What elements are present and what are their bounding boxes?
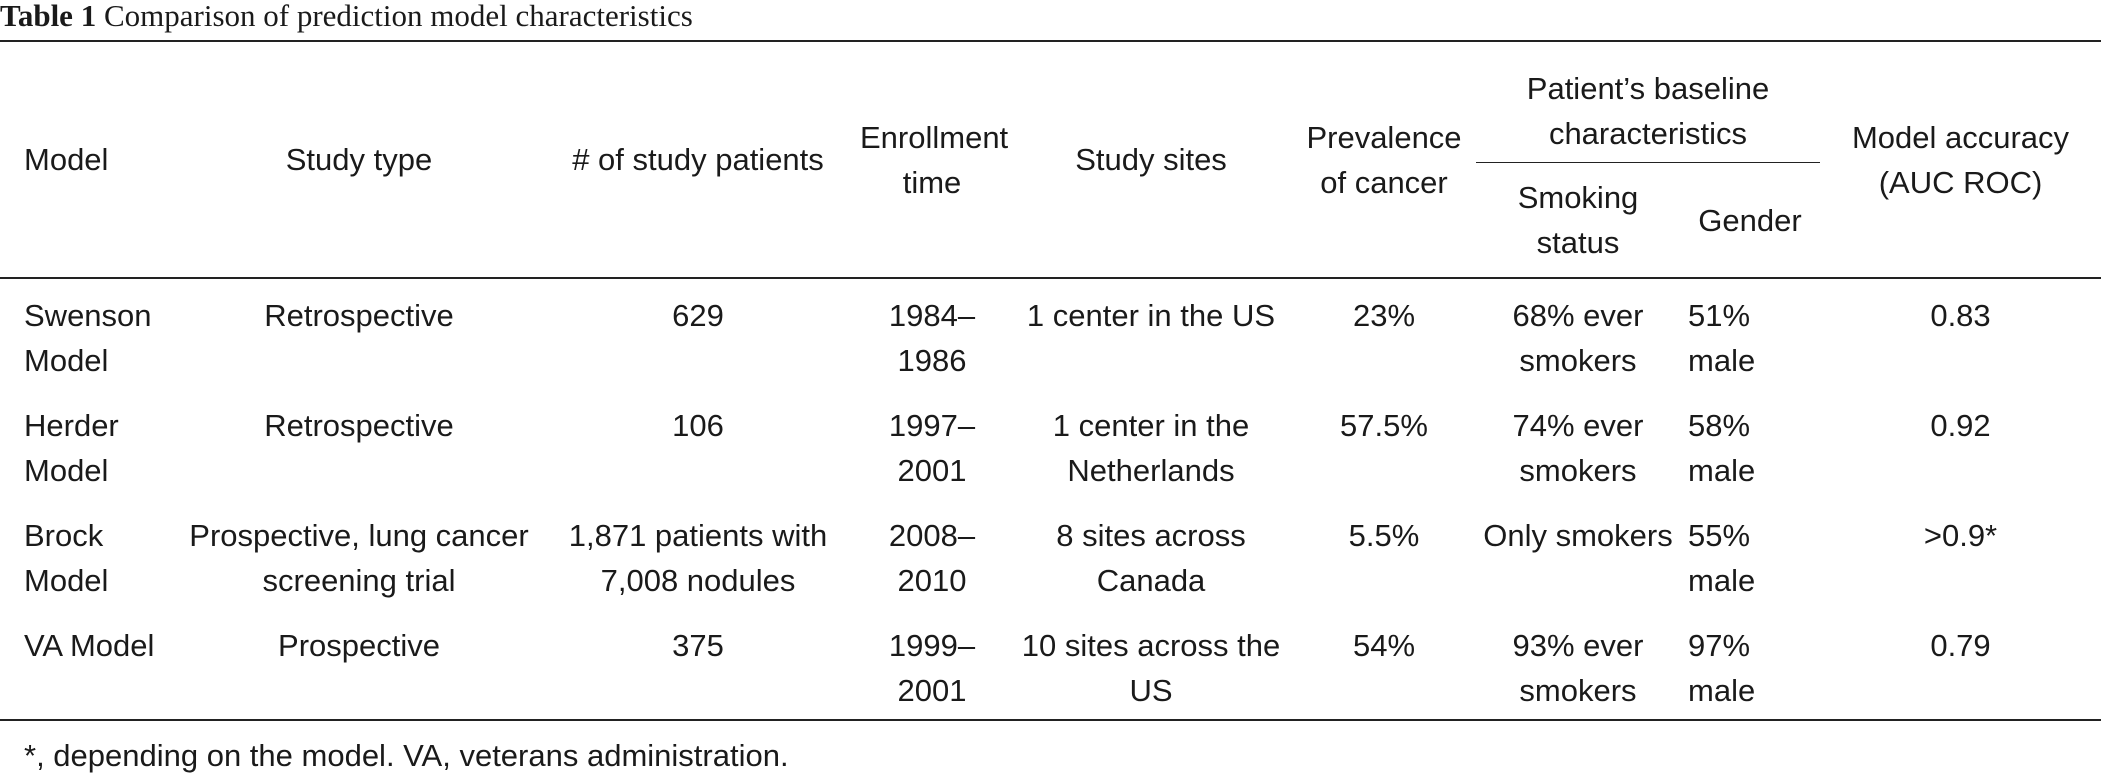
header-enrollment: Enrollment time — [854, 40, 1010, 279]
cell-gender: 55% male — [1688, 518, 1756, 598]
cell-patients: 375 — [542, 609, 854, 721]
table-footnote: *, depending on the model. VA, veterans … — [24, 738, 789, 773]
cell-sites: 8 sites across Canada — [1056, 518, 1246, 598]
table-row: Herder Model Retrospective 106 1997–2001… — [0, 389, 2101, 499]
cell-prevalence: 23% — [1352, 298, 1416, 333]
comparison-table: Model Study type # of study patients Enr… — [0, 40, 2101, 721]
table-label: Table 1 — [0, 0, 97, 33]
cell-study-type: Prospective — [176, 609, 542, 721]
header-prevalence: Prevalence of cancer — [1292, 40, 1476, 279]
cell-accuracy: 0.83 — [1930, 298, 1991, 333]
cell-enrollment: 2008–2010 — [888, 518, 976, 598]
header-baseline-group: Patient’s baseline characteristics — [1476, 40, 1820, 163]
cell-model: Herder Model — [24, 408, 119, 488]
cell-model: Brock Model — [24, 518, 109, 598]
cell-sites: 1 center in the US — [1026, 298, 1276, 333]
cell-prevalence: 54% — [1292, 609, 1476, 721]
cell-sites: 1 center in the Netherlands — [1052, 408, 1250, 488]
cell-gender: 51% male — [1688, 298, 1756, 378]
header-model: Model — [0, 40, 176, 279]
cell-patients: 106 — [672, 408, 724, 443]
cell-enrollment: 1999–2001 — [854, 609, 1010, 721]
table-row: Brock Model Prospective, lung cancer scr… — [0, 499, 2101, 609]
cell-smoking: 74% ever smokers — [1512, 408, 1644, 488]
header-study-type: Study type — [176, 40, 542, 279]
cell-smoking: 68% ever smokers — [1512, 298, 1644, 378]
header-patients: # of study patients — [542, 40, 854, 279]
cell-accuracy: 0.79 — [1820, 609, 2101, 721]
header-sites: Study sites — [1010, 40, 1292, 279]
cell-gender: 97% male — [1680, 609, 1820, 721]
cell-smoking: 93% ever smokers — [1476, 609, 1680, 721]
header-smoking: Smoking status — [1476, 162, 1680, 279]
cell-smoking: Only smokers — [1483, 518, 1673, 553]
cell-enrollment: 1997–2001 — [888, 408, 976, 488]
cell-model: Swenson Model — [24, 298, 152, 378]
cell-sites: 10 sites across the US — [1010, 609, 1292, 721]
cell-accuracy: 0.92 — [1930, 408, 1991, 443]
cell-enrollment: 1984–1986 — [888, 298, 976, 378]
cell-prevalence: 5.5% — [1348, 518, 1420, 553]
table-caption: Table 1 Comparison of prediction model c… — [0, 0, 693, 36]
cell-study-type: Retrospective — [264, 298, 454, 333]
cell-patients: 629 — [672, 298, 724, 333]
table-title: Comparison of prediction model character… — [103, 0, 693, 33]
cell-study-type: Retrospective — [264, 408, 454, 443]
cell-prevalence: 57.5% — [1340, 408, 1428, 443]
cell-study-type: Prospective, lung cancer screening trial — [189, 518, 529, 598]
header-gender: Gender — [1680, 162, 1820, 279]
cell-gender: 58% male — [1688, 408, 1756, 488]
cell-model: VA Model — [0, 609, 176, 721]
table-row: VA Model Prospective 375 1999–2001 10 si… — [0, 609, 2101, 721]
cell-patients: 1,871 patients with 7,008 nodules — [568, 518, 828, 598]
cell-accuracy: >0.9* — [1923, 518, 1998, 553]
table-row: Swenson Model Retrospective 629 1984–198… — [0, 278, 2101, 389]
header-accuracy: Model accuracy (AUC ROC) — [1820, 40, 2101, 279]
